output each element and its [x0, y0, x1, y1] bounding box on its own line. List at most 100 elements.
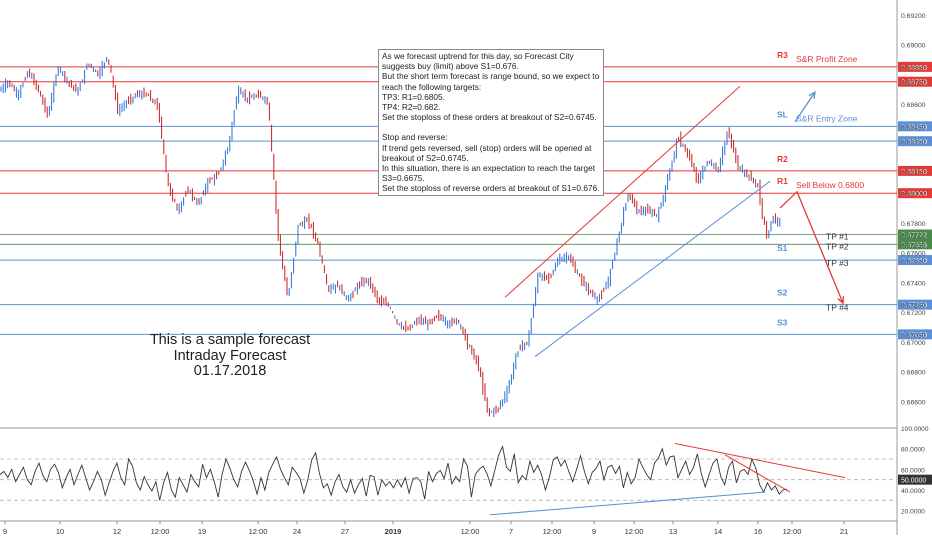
- price-tick-label: 0.67550: [901, 258, 926, 265]
- level-price-label: 0.67550: [901, 256, 927, 265]
- price-tick-label: 0.67250: [901, 303, 926, 310]
- caption-line-2: Intraday Forecast: [173, 347, 287, 364]
- price-tick-label: 0.67800: [901, 221, 926, 228]
- level-note: S&R Profit Zone: [796, 54, 858, 64]
- oscillator-trendline: [489, 491, 766, 516]
- level-label: S3: [777, 317, 788, 327]
- time-tick-label: 2019: [385, 527, 402, 536]
- price-tick-label: 0.67050: [901, 332, 926, 339]
- time-tick-label: 12:00: [461, 527, 480, 536]
- time-tick-label: 14: [714, 527, 722, 536]
- level-label: TP #1: [826, 232, 849, 242]
- price-tick-label: 0.67656: [901, 242, 926, 249]
- level-label: S1: [777, 243, 788, 253]
- analysis-note: As we forecast uptrend for this day, so …: [378, 49, 604, 196]
- channel-line: [534, 180, 771, 358]
- level-label: TP #2: [826, 241, 849, 251]
- oscillator-tick-label: 40.0000: [901, 488, 925, 495]
- level-price-tag: [898, 229, 932, 240]
- oscillator-tick-label: 80.0000: [901, 447, 925, 454]
- note-line-5: Set the stoploss of these orders at brea…: [382, 112, 597, 123]
- price-tick-label: 0.69200: [901, 13, 926, 20]
- time-tick-label: 12:00: [625, 527, 644, 536]
- time-tick-label: 7: [509, 527, 513, 536]
- time-tick-label: 12: [113, 527, 121, 536]
- price-tick-label: 0.67000: [901, 340, 926, 347]
- oscillator-trendline: [674, 443, 846, 479]
- oscillator-tick-label: 100.0000: [901, 426, 929, 433]
- note-line-1: As we forecast uptrend for this day, so …: [382, 51, 574, 72]
- level-label: S2: [777, 288, 788, 298]
- note-line-4: TP4: R2=0.682.: [382, 102, 441, 113]
- note-spacer: [382, 122, 600, 132]
- price-tick-label: 0.68450: [901, 124, 926, 131]
- time-tick-label: 13: [669, 527, 677, 536]
- time-tick-label: 12:00: [783, 527, 802, 536]
- price-series: [0, 57, 781, 418]
- channel-line: [504, 85, 741, 298]
- level-label: R3: [777, 50, 788, 60]
- arrow-head: [837, 296, 845, 305]
- level-note: TP #3: [826, 258, 849, 268]
- time-tick-label: 19: [198, 527, 206, 536]
- oscillator-tick-label: 20.0000: [901, 509, 925, 516]
- oscillator-tick-label: 60.0000: [901, 467, 925, 474]
- level-price-tag: [898, 239, 932, 250]
- price-tick-label: 0.68750: [901, 80, 926, 87]
- level-price-label: 0.67722: [901, 231, 927, 240]
- oscillator-tick-label: 50.0000: [901, 478, 926, 485]
- price-tick-label: 0.68150: [901, 169, 926, 176]
- price-tick-label: 0.66800: [901, 370, 926, 377]
- time-tick-label: 9: [592, 527, 596, 536]
- oscillator-panel: 100.0000 80.0000 60.0000 50.0000 40.0000 20.0…: [0, 426, 932, 516]
- level-price-label: 0.68750: [901, 78, 927, 87]
- time-tick-label: 9: [3, 527, 7, 536]
- time-tick-label: 21: [840, 527, 848, 536]
- level-label: R1: [777, 176, 788, 186]
- price-tick-label: 0.68000: [901, 191, 926, 198]
- forecast-arrow: [794, 91, 816, 123]
- time-tick-label: 10: [56, 527, 64, 536]
- time-tick-label: 24: [293, 527, 301, 536]
- price-tick-label: 0.68850: [901, 65, 926, 72]
- level-note: TP #4: [826, 303, 849, 313]
- level-price-tag: [898, 255, 932, 266]
- oscillator-trendline: [724, 454, 791, 493]
- time-tick-label: 16: [754, 527, 762, 536]
- sample-forecast-caption: This is a sample forecast Intraday Forec…: [130, 332, 330, 380]
- level-label: SL: [777, 109, 788, 119]
- note-line-8: If trend gets reversed, sell (stop) orde…: [382, 142, 592, 163]
- level-price-tag: [898, 329, 932, 340]
- oscillator-line: [0, 445, 788, 501]
- level-price-tag: [898, 121, 932, 132]
- price-tick-label: 0.68600: [901, 102, 926, 109]
- note-line-2: But the short term forecast is range bou…: [382, 71, 600, 92]
- level-price-label: 0.68850: [901, 63, 927, 72]
- price-tick-label: 0.68350: [901, 139, 926, 146]
- time-tick-label: 12:00: [249, 527, 268, 536]
- arrow-head: [808, 90, 816, 100]
- price-tick-label: 0.67600: [901, 251, 926, 258]
- level-price-tag: [898, 188, 932, 199]
- level-price-label: 0.67656: [901, 240, 927, 249]
- price-axis: 0.69200 0.69000 0.68850 0.68750 0.68600 0.684…: [901, 13, 926, 406]
- level-price-tag: [898, 61, 932, 72]
- level-price-label: 0.67050: [901, 330, 927, 339]
- time-tick-label: 27: [341, 527, 349, 536]
- caption-line-1: This is a sample forecast: [149, 332, 311, 348]
- level-note: Sell Below 0.6800: [796, 180, 864, 190]
- note-line-9: In this situation, there is an expectati…: [382, 163, 596, 184]
- level-price-tag: [898, 76, 932, 87]
- time-axis: 9 10 12 12:00 19 12:00 24 27 2019 12:00 7 12:00 9 12:…: [3, 521, 848, 536]
- support-resistance-levels: R3 S&R Profit Zone 0.68850 0.68750 SL S&R Ent…: [0, 50, 932, 340]
- note-line-10: Set the stoploss of reverse orders at br…: [382, 183, 600, 194]
- level-price-tag: [898, 136, 932, 147]
- oscillator-current-tag: [898, 474, 932, 485]
- level-note: S&R Entry Zone: [796, 113, 858, 123]
- time-tick-label: 12:00: [543, 527, 562, 536]
- price-tick-label: 0.67400: [901, 280, 926, 287]
- time-tick-label: 12:00: [151, 527, 170, 536]
- price-tick-label: 0.69000: [901, 43, 926, 50]
- note-line-7: Stop and reverse:: [382, 132, 448, 143]
